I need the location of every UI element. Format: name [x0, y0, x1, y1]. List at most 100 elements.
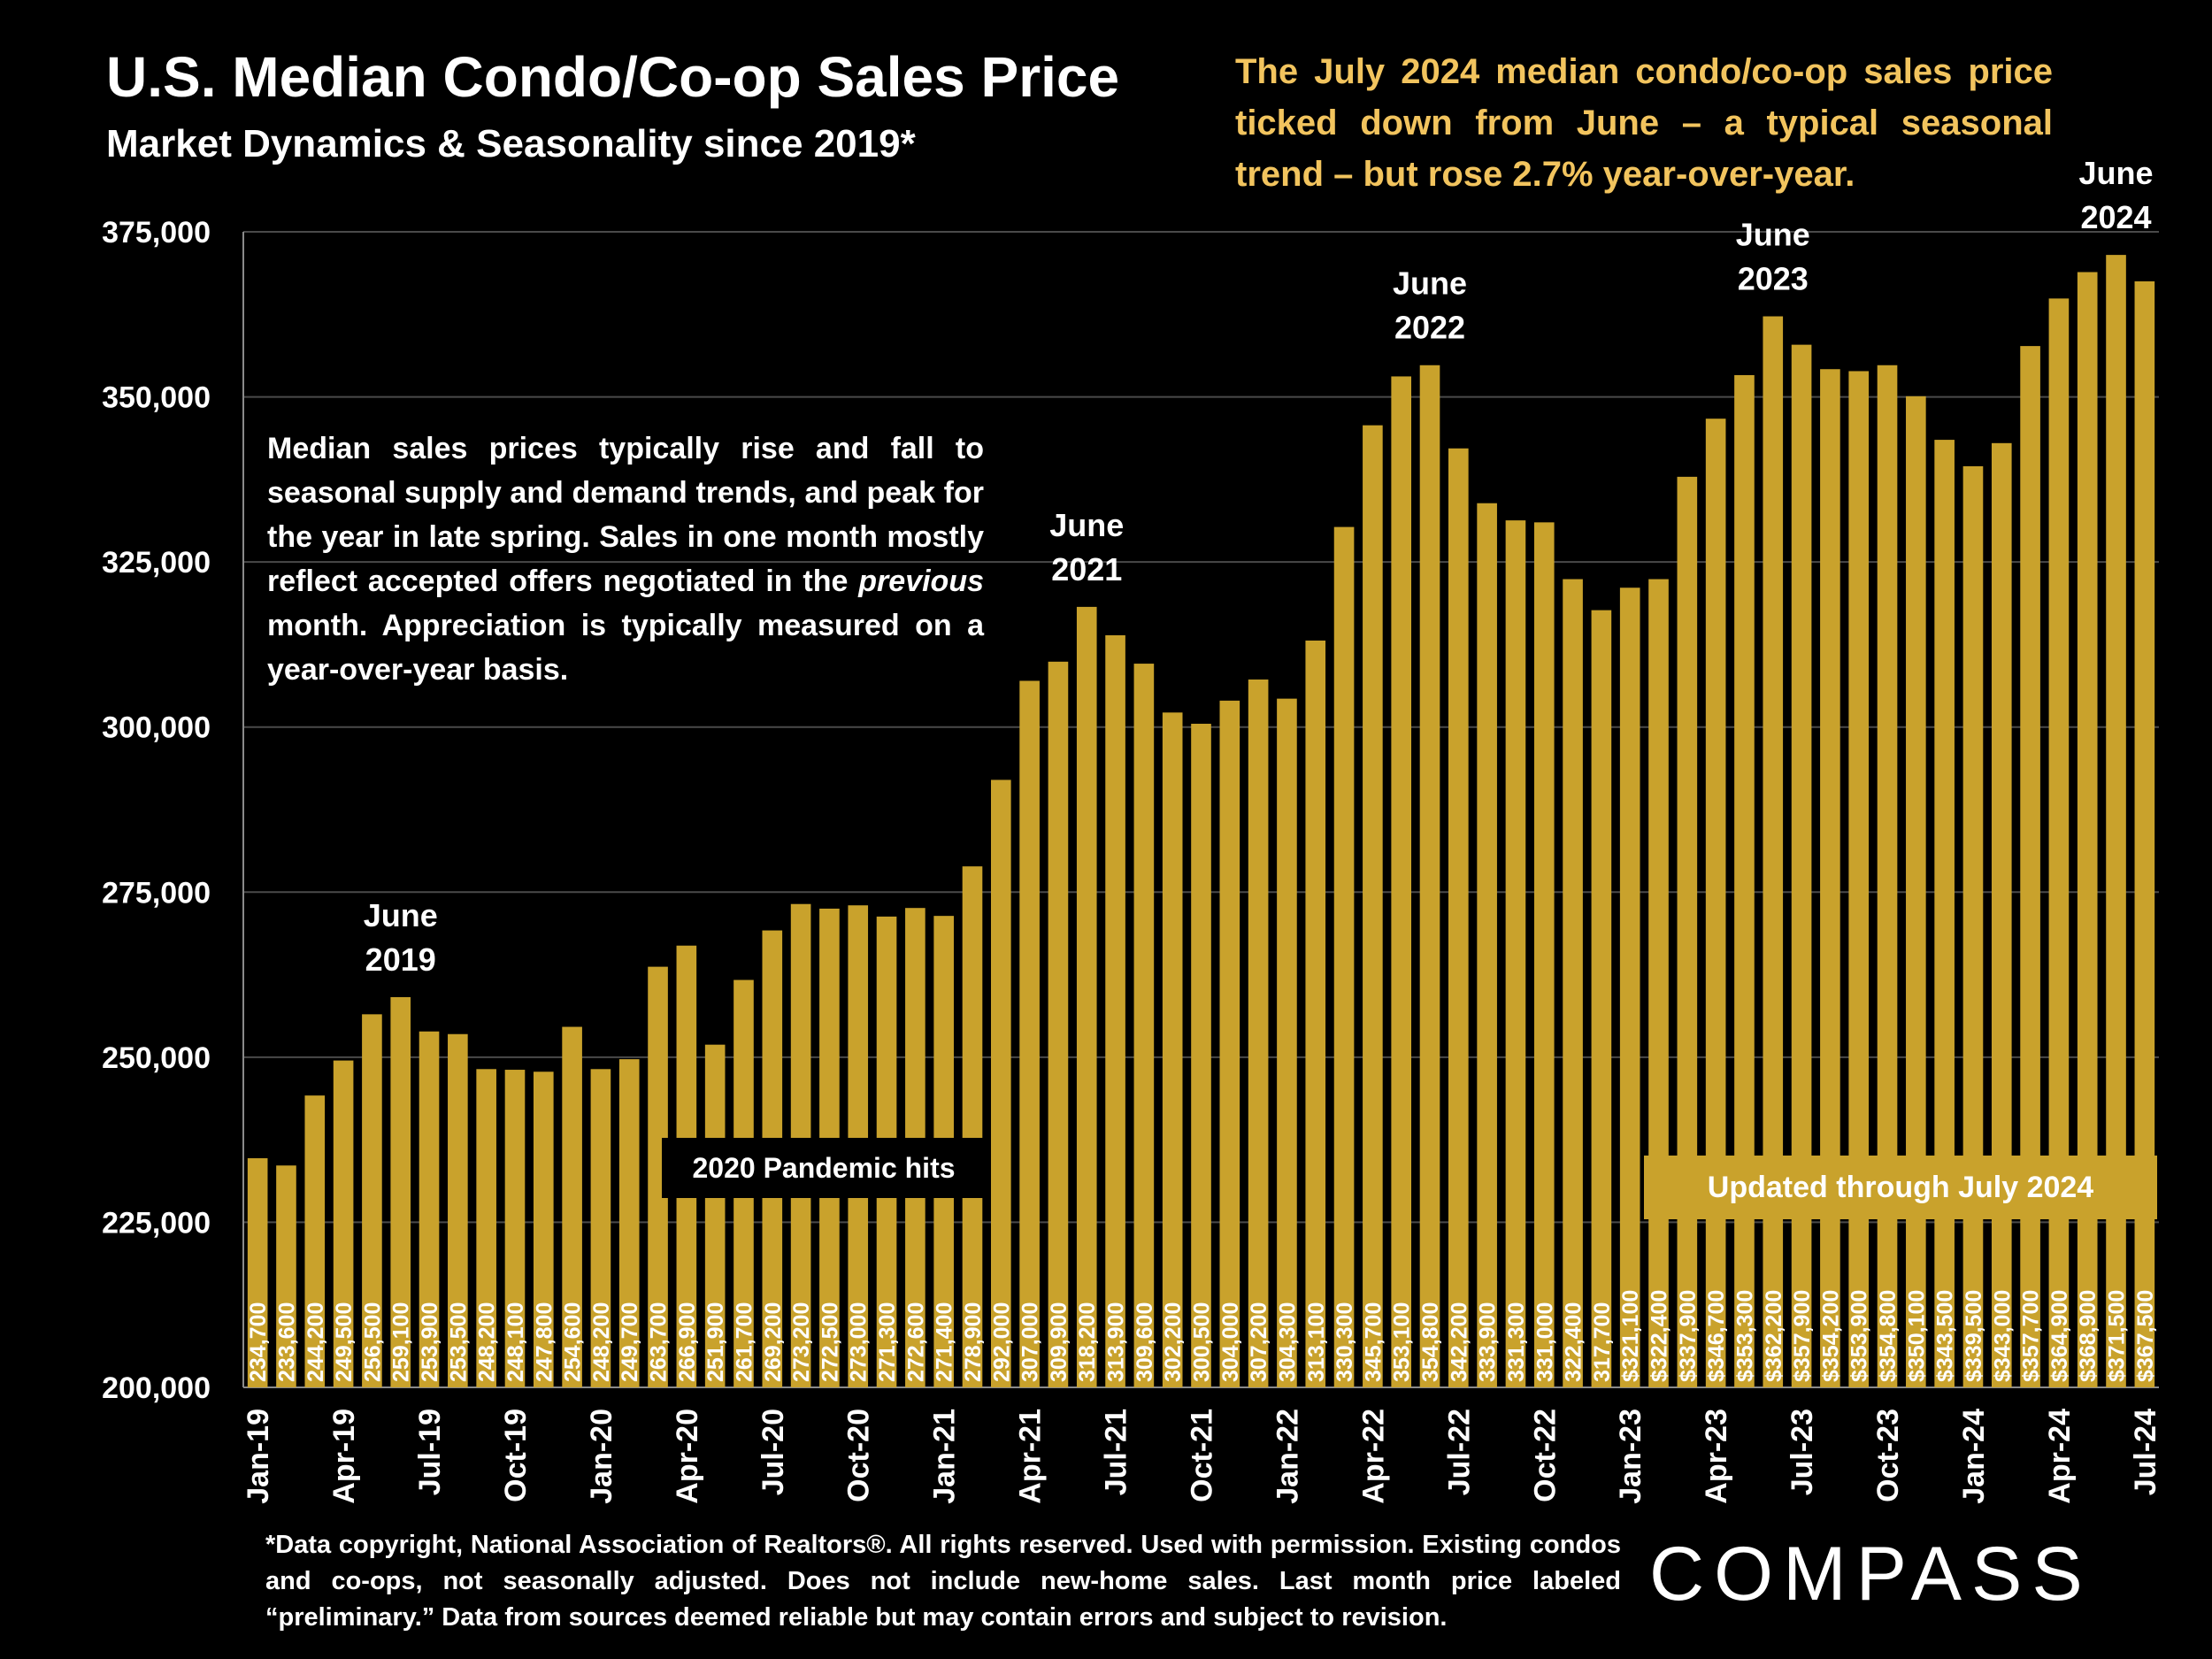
bar	[1162, 712, 1183, 1387]
bar	[962, 866, 983, 1387]
x-tick-label: Jul-24	[2129, 1409, 2162, 1495]
bar-data-label: 269,200	[761, 1302, 786, 1382]
bar	[2020, 346, 2040, 1387]
bar-data-label: 273,200	[789, 1302, 814, 1382]
x-tick-label: Apr-23	[1700, 1409, 1733, 1504]
updated-label: Updated through July 2024	[1644, 1156, 2157, 1219]
bar-data-label: 247,800	[532, 1302, 557, 1382]
bar-data-label: 272,500	[818, 1302, 842, 1382]
bar-data-label: 273,000	[847, 1302, 872, 1382]
bar-data-label: $357,900	[1790, 1290, 1815, 1382]
bar	[1391, 376, 1412, 1388]
bar	[533, 1071, 554, 1387]
bar-data-label: 307,000	[1018, 1302, 1043, 1382]
bar-data-label: 244,200	[303, 1302, 328, 1382]
y-tick-label: 300,000	[102, 711, 211, 745]
bar	[1048, 661, 1069, 1387]
bar	[1763, 316, 1784, 1388]
bar-data-label: 345,700	[1361, 1302, 1386, 1382]
bar-data-label: 304,300	[1275, 1302, 1300, 1382]
bar	[390, 996, 411, 1387]
bar-data-label: 313,900	[1104, 1302, 1129, 1382]
bar	[1419, 365, 1440, 1387]
bar-data-label: 309,600	[1133, 1302, 1157, 1382]
bar	[1906, 396, 1926, 1387]
bar-data-label: 266,900	[675, 1302, 700, 1382]
x-tick-label: Jul-21	[1100, 1409, 1133, 1495]
peak-annotation: 2024	[2080, 199, 2151, 235]
bar	[1363, 425, 1383, 1387]
compass-logo: COMPASS	[1649, 1532, 2093, 1617]
bar-data-label: 256,500	[360, 1302, 385, 1382]
bar	[1734, 374, 1755, 1388]
bar-data-label: 309,900	[1047, 1302, 1071, 1382]
bar	[1563, 579, 1583, 1387]
bar-data-label: 253,500	[446, 1302, 471, 1382]
x-tick-label: Jan-19	[242, 1409, 275, 1504]
bar	[1848, 371, 1870, 1387]
bar	[476, 1069, 496, 1387]
bar	[1533, 522, 1555, 1387]
bar	[304, 1095, 326, 1387]
bar-data-label: 300,500	[1190, 1302, 1215, 1382]
y-tick-label: 225,000	[102, 1206, 211, 1240]
bar-data-label: 248,200	[475, 1302, 500, 1382]
bar-data-label: $354,200	[1818, 1290, 1843, 1382]
bar	[448, 1033, 468, 1387]
bar	[1248, 679, 1269, 1387]
peak-annotation: 2021	[1051, 551, 1122, 588]
headline-callout: The July 2024 median condo/co-op sales p…	[1235, 52, 2053, 194]
bar-data-label: $368,900	[2076, 1290, 2101, 1382]
bar	[1191, 723, 1211, 1387]
bar	[362, 1014, 382, 1387]
bar-data-label: 333,900	[1476, 1302, 1501, 1382]
footnote: *Data copyright, National Association of…	[265, 1531, 1621, 1632]
bar-data-label: 248,100	[503, 1302, 528, 1382]
bar	[1934, 440, 1955, 1388]
bar	[1477, 503, 1497, 1387]
bar-data-label: 302,200	[1161, 1302, 1186, 1382]
bar-data-label: 331,300	[1504, 1302, 1529, 1382]
bar	[1277, 698, 1297, 1387]
bar-data-label: $367,500	[2133, 1290, 2158, 1382]
bar-data-label: 263,700	[647, 1302, 672, 1382]
peak-annotation: 2022	[1394, 310, 1465, 346]
x-tick-label: Oct-22	[1528, 1409, 1562, 1502]
bar	[1505, 520, 1526, 1387]
bar-data-label: 322,400	[1562, 1302, 1586, 1382]
bar	[333, 1060, 354, 1387]
bar	[1133, 664, 1155, 1387]
bar-data-label: 317,700	[1590, 1302, 1615, 1382]
bar	[2134, 280, 2155, 1387]
chart-subtitle: Market Dynamics & Seasonality since 2019…	[106, 122, 916, 165]
bar	[1076, 606, 1097, 1387]
bar	[1820, 369, 1840, 1387]
note-text-1: Median sales prices typically rise and f…	[267, 432, 984, 598]
bar-data-label: 318,200	[1075, 1302, 1100, 1382]
bar-data-label: 331,000	[1532, 1302, 1557, 1382]
pandemic-label: 2020 Pandemic hits	[662, 1138, 986, 1198]
x-tick-label: Apr-19	[327, 1409, 361, 1504]
bar-data-label: 233,600	[274, 1302, 299, 1382]
peak-annotation: June	[364, 897, 438, 933]
y-tick-label: 275,000	[102, 876, 211, 910]
bar-data-label: $322,400	[1647, 1290, 1672, 1382]
y-tick-label: 375,000	[102, 216, 211, 250]
y-tick-label: 325,000	[102, 546, 211, 580]
bar-data-label: $353,900	[1847, 1290, 1872, 1382]
bar	[1019, 680, 1040, 1387]
bar-data-label: 254,600	[561, 1302, 586, 1382]
bar	[2048, 298, 2070, 1387]
bar-data-label: $346,700	[1704, 1290, 1729, 1382]
bar-data-label: 261,700	[732, 1302, 757, 1382]
bar-data-label: $364,900	[2047, 1290, 2072, 1382]
bar-data-label: 313,100	[1304, 1302, 1329, 1382]
peak-annotation: June	[1049, 507, 1124, 543]
bar	[504, 1070, 526, 1387]
bar	[1962, 465, 1984, 1388]
bar-data-label: 271,400	[933, 1302, 957, 1382]
y-tick-label: 350,000	[102, 381, 211, 415]
note-text-2: month. Appreciation is typically measure…	[267, 609, 984, 687]
bar-data-label: 251,900	[703, 1302, 728, 1382]
bar	[1991, 442, 2012, 1388]
